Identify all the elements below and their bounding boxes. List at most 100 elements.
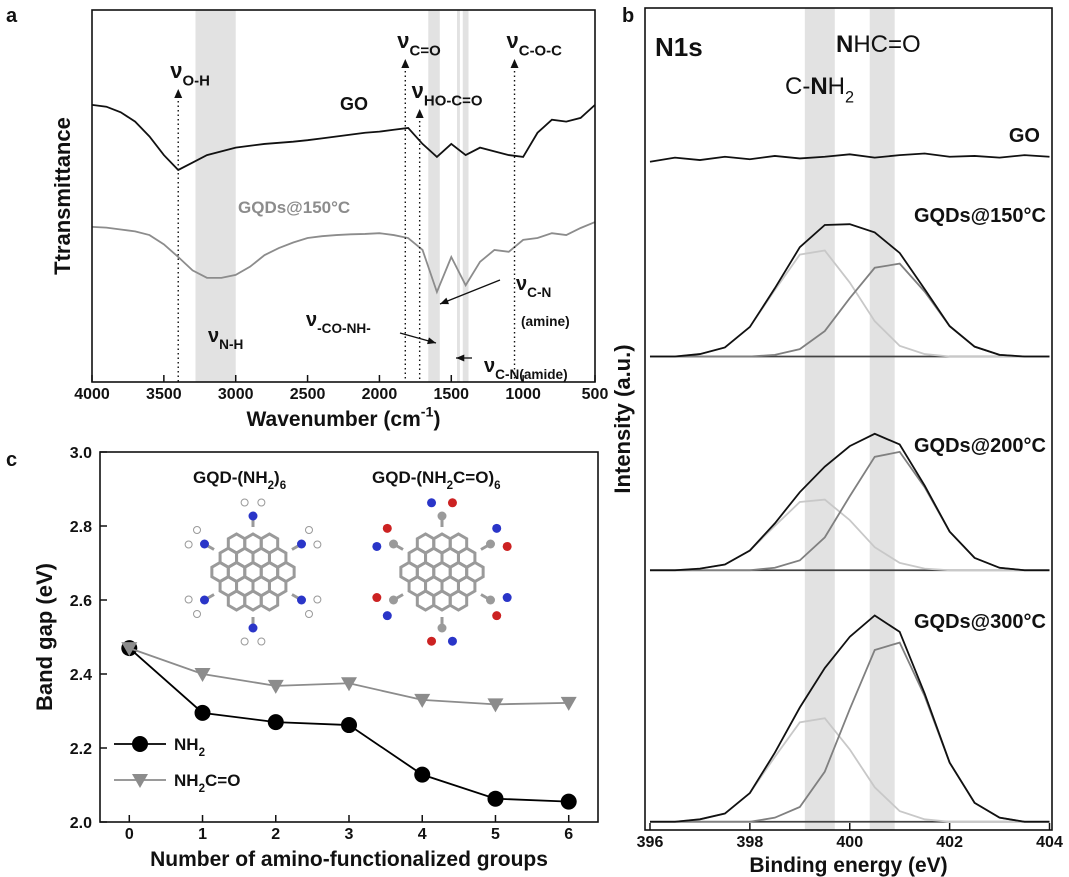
x-tick-label: 396 — [637, 834, 664, 851]
text-part: GQDs@300°C — [914, 611, 1046, 633]
text-part: HO-C=O — [424, 93, 483, 110]
series-line — [650, 153, 1050, 161]
annotation: GQDs@150°C — [238, 198, 350, 217]
atom — [486, 540, 495, 549]
marker-label: νC-O-C — [507, 28, 563, 60]
x-tick-label: 3000 — [218, 386, 254, 403]
text-part: GQD-(NH — [193, 468, 268, 487]
data-point — [268, 714, 284, 730]
series-line — [650, 452, 1050, 570]
shaded-band — [428, 10, 439, 382]
data-point — [268, 680, 284, 694]
atom — [241, 499, 248, 506]
series-line — [92, 105, 595, 170]
text-part: GQDs@200°C — [914, 435, 1046, 457]
text-part: ν — [170, 58, 182, 83]
x-tick-label: 1500 — [433, 386, 469, 403]
shaded-band — [870, 8, 895, 830]
atom — [389, 540, 398, 549]
text-part: C=O) — [453, 468, 494, 487]
text-part: GQDs@150°C — [914, 205, 1046, 227]
atom — [194, 611, 201, 618]
text-part: C- — [785, 73, 810, 100]
text-part: 6 — [280, 480, 286, 492]
atom — [297, 596, 306, 605]
x-tick-label: 400 — [836, 834, 863, 851]
atom — [503, 542, 512, 551]
atom — [438, 512, 447, 521]
molecule-ring — [278, 563, 294, 582]
series-line — [650, 250, 1050, 356]
annotation: ν-CO-NH- — [306, 309, 371, 336]
atom — [185, 596, 192, 603]
legend-label: NH2 — [174, 735, 205, 759]
atom — [438, 624, 447, 633]
atom — [383, 524, 392, 533]
text-part: Number of amino-functionalized groups — [150, 848, 548, 871]
atom — [305, 611, 312, 618]
series-line — [650, 264, 1050, 357]
text-part: Binding energy (eV) — [749, 854, 947, 877]
atom — [200, 540, 209, 549]
text-part: H — [828, 73, 845, 100]
x-tick-label: 2500 — [290, 386, 326, 403]
text-part: GQD-(NH — [372, 468, 447, 487]
x-tick-label: 0 — [125, 826, 134, 843]
data-point — [487, 791, 503, 807]
text-part: HC=O — [853, 31, 920, 58]
y-tick-label: 3.0 — [70, 445, 92, 462]
series-line — [650, 615, 1050, 821]
x-axis-label: Number of amino-functionalized groups — [150, 848, 548, 871]
atom — [194, 526, 201, 533]
y-tick-label: 2.2 — [70, 741, 92, 758]
shaded-band — [463, 10, 469, 382]
x-tick-label: 3 — [345, 826, 354, 843]
atom — [185, 541, 192, 548]
series-line — [129, 648, 568, 704]
text-part: N — [810, 73, 827, 100]
text-part: ν — [507, 28, 519, 53]
atom — [297, 540, 306, 549]
legend-symbol — [132, 736, 148, 752]
x-tick-label: 5 — [491, 826, 500, 843]
x-tick-label: 500 — [582, 386, 609, 403]
text-part: NH — [174, 735, 199, 754]
legend-symbol — [132, 774, 148, 788]
panel-letter: b — [622, 5, 634, 27]
x-tick-label: 4 — [418, 826, 427, 843]
panel-letter: a — [6, 5, 18, 27]
x-tick-label: 2 — [271, 826, 280, 843]
annotation: GQDs@300°C — [914, 611, 1046, 633]
annotation: N1s — [655, 32, 703, 62]
atom — [448, 637, 457, 646]
text-part: N-H — [219, 337, 243, 352]
annotation: νC-N(amide) — [484, 355, 568, 382]
atom — [372, 542, 381, 551]
text-part: N — [836, 31, 853, 58]
figure: a b c 4000350030002500200015001000500νO-… — [0, 0, 1069, 877]
text-part: C-O-C — [519, 43, 562, 60]
atom — [258, 499, 265, 506]
atom — [372, 593, 381, 602]
y-axis-label: Band gap (eV) — [32, 563, 57, 711]
text-part: C=O — [410, 43, 441, 60]
y-axis-label: Ttransmittance — [50, 117, 75, 275]
text-part: GO — [340, 94, 368, 114]
text-part: 2 — [199, 747, 205, 759]
x-axis-label: Wavenumber (cm-1) — [247, 405, 441, 431]
arrow — [440, 280, 500, 304]
text-part: C-N(amide) — [495, 367, 568, 382]
text-part: 2 — [845, 88, 854, 106]
marker-arrow — [401, 59, 409, 68]
annotation: GO — [1009, 125, 1040, 147]
atom — [427, 498, 436, 507]
data-point — [195, 705, 211, 721]
y-tick-label: 2.8 — [70, 519, 92, 536]
arrow-head — [440, 298, 449, 305]
data-point — [341, 717, 357, 733]
atom — [492, 524, 501, 533]
annotation: GQD-(NH2)6 — [193, 468, 286, 492]
x-tick-label: 6 — [564, 826, 573, 843]
y-tick-label: 2.6 — [70, 593, 92, 610]
atom — [427, 637, 436, 646]
